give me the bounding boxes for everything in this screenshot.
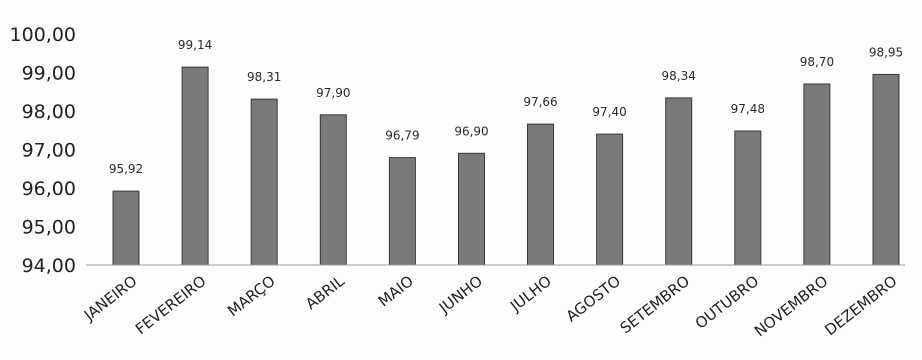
bar-novembro <box>803 83 831 266</box>
bar-março <box>250 98 278 266</box>
data-labels-group: 95,92 99,14 98,31 97,90 96,79 96,90 97,66 97,40… <box>109 38 903 176</box>
bar-fevereiro <box>181 66 209 266</box>
bars-group <box>112 66 900 266</box>
data-label: 98,31 <box>247 70 281 84</box>
x-tick-label: OUTUBRO <box>692 272 763 333</box>
x-tick-label: AGOSTO <box>563 272 624 326</box>
x-tick-label: MAIO <box>375 272 417 310</box>
y-tick-label: 98,00 <box>22 101 76 123</box>
x-tick-label: MARÇO <box>224 272 279 320</box>
bar-junho <box>458 152 485 266</box>
data-label: 95,92 <box>109 162 143 176</box>
data-label: 98,70 <box>800 55 834 69</box>
x-tick-label: JULHO <box>506 272 555 316</box>
bar-julho <box>527 123 554 266</box>
y-tick-label: 94,00 <box>22 255 76 277</box>
bar-dezembro <box>872 73 900 266</box>
bar-janeiro <box>112 190 140 266</box>
x-tick-label: ABRIL <box>302 272 348 314</box>
data-label: 97,40 <box>592 105 626 119</box>
data-label: 96,90 <box>454 124 488 138</box>
y-axis: 94,00 95,00 96,00 97,00 98,00 99,00 100,00 <box>10 24 76 277</box>
y-tick-label: 96,00 <box>22 178 76 200</box>
y-tick-label: 99,00 <box>22 63 76 85</box>
data-label: 97,90 <box>316 86 350 100</box>
y-tick-label: 97,00 <box>22 140 76 162</box>
data-label: 97,48 <box>731 102 765 116</box>
y-tick-label: 100,00 <box>10 24 76 46</box>
y-tick-label: 95,00 <box>22 217 76 239</box>
data-label: 96,79 <box>385 129 419 143</box>
x-tick-label: SETEMBRO <box>617 272 694 337</box>
data-label: 98,95 <box>869 45 903 59</box>
data-label: 99,14 <box>178 38 212 52</box>
data-label: 97,66 <box>523 95 557 109</box>
x-tick-label: JANEIRO <box>80 272 141 325</box>
x-tick-label: DEZEMBRO <box>821 272 900 339</box>
x-tick-label: FEVEREIRO <box>132 272 210 338</box>
x-tick-label: JUNHO <box>435 272 486 317</box>
x-tick-label: NOVEMBRO <box>751 272 831 340</box>
bar-maio <box>388 157 416 266</box>
bar-agosto <box>596 133 624 266</box>
bar-setembro <box>665 97 693 266</box>
bar-outubro <box>734 130 762 266</box>
bar-abril <box>319 114 347 266</box>
data-label: 98,34 <box>662 69 696 83</box>
